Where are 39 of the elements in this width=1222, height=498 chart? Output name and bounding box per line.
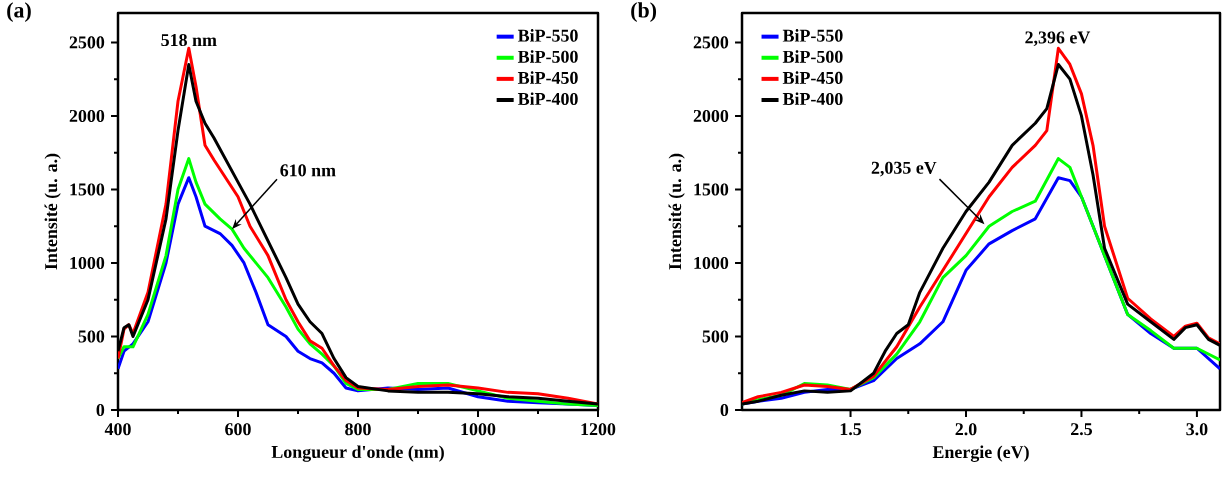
y-tick-label: 1500 bbox=[70, 183, 105, 196]
x-tick-label: 600 bbox=[225, 423, 251, 436]
y-tick-label: 2500 bbox=[693, 36, 729, 49]
y-tick-label: 2000 bbox=[693, 109, 729, 122]
y-axis-title: Intensité (u. a.) bbox=[668, 153, 685, 270]
x-axis-title: Energie (eV) bbox=[932, 445, 1029, 462]
x-tick-label: 2.0 bbox=[955, 423, 977, 436]
y-tick-label: 0 bbox=[720, 403, 729, 417]
x-tick-label: 1.5 bbox=[840, 423, 862, 436]
legend-label: BiP-400 bbox=[517, 92, 578, 106]
annotation: 610 nm bbox=[280, 164, 336, 177]
y-tick-label: 1000 bbox=[694, 256, 729, 270]
legend-label: BiP-450 bbox=[517, 71, 578, 84]
y-tick-label: 2000 bbox=[69, 109, 105, 122]
chart-title: (b) bbox=[631, 2, 657, 23]
x-tick-label: 2.5 bbox=[1071, 423, 1093, 436]
y-tick-label: 1500 bbox=[694, 183, 729, 196]
y-axis-title: Intensité (u. a.) bbox=[44, 153, 61, 270]
legend-label: BiP-550 bbox=[517, 29, 578, 42]
y-tick-label: 1000 bbox=[70, 256, 105, 270]
x-tick-label: 1200 bbox=[581, 423, 616, 436]
annotation: 2,035 eV bbox=[871, 161, 937, 177]
annotation: 518 nm bbox=[161, 34, 217, 47]
x-tick-label: 3.0 bbox=[1186, 423, 1208, 436]
y-tick-label: 500 bbox=[702, 330, 729, 343]
y-tick-label: 500 bbox=[78, 330, 105, 343]
chart-title: (a) bbox=[7, 2, 31, 23]
legend-label: BiP-400 bbox=[782, 92, 843, 106]
legend-label: BiP-450 bbox=[782, 71, 843, 84]
x-tick-label: 400 bbox=[104, 423, 131, 436]
legend-label: BiP-550 bbox=[782, 29, 843, 42]
x-axis-title: Longueur d'onde (nm) bbox=[271, 445, 444, 462]
y-tick-label: 0 bbox=[96, 403, 105, 417]
legend-label: BiP-500 bbox=[517, 50, 578, 63]
x-tick-label: 800 bbox=[345, 423, 371, 436]
legend-label: BiP-500 bbox=[782, 50, 843, 63]
y-tick-label: 2500 bbox=[69, 36, 105, 49]
annotation: 2,396 eV bbox=[1025, 31, 1091, 47]
x-tick-label: 1000 bbox=[461, 423, 496, 436]
